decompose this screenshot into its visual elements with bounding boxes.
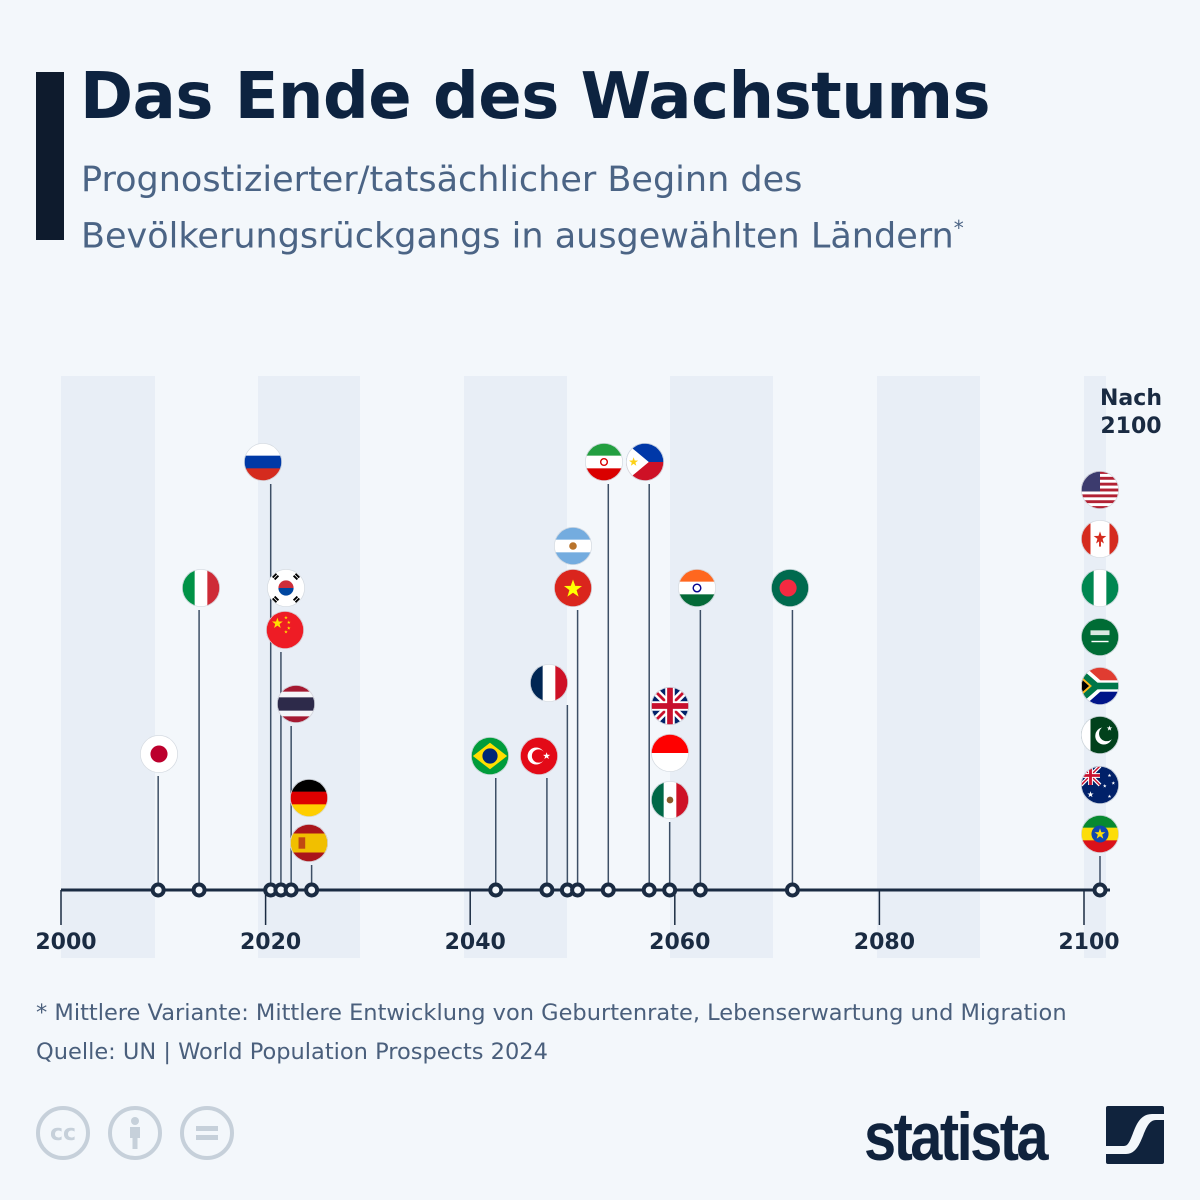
- flag-ethiopia-icon: [1080, 814, 1120, 854]
- timeline-point: [784, 882, 800, 898]
- flag-germany-icon: [289, 778, 329, 818]
- flag-italy-icon: [181, 568, 221, 608]
- cc-icon[interactable]: cc: [36, 1106, 90, 1160]
- flag-indonesia-icon: [650, 733, 690, 773]
- flag-iran-icon: [584, 442, 624, 482]
- flag-nigeria-icon: [1080, 568, 1120, 608]
- person-icon: [130, 1117, 140, 1149]
- after-2100-label: Nach: [1100, 386, 1162, 411]
- statista-logo-icon: [1106, 1106, 1164, 1164]
- flag-south-africa-icon: [1080, 666, 1120, 706]
- flag-mexico-icon: [650, 780, 690, 820]
- flag-brazil-icon: [470, 736, 510, 776]
- cc-icon-text: cc: [49, 1120, 77, 1146]
- flag-russia-icon: [243, 442, 283, 482]
- x-tick-label: 2100: [1058, 930, 1119, 955]
- flag-saudi-arabia-icon: [1080, 617, 1120, 657]
- title-accent-bar: [36, 72, 64, 240]
- subtitle: Prognostizierter/tatsächlicher Beginn de…: [81, 156, 964, 261]
- timeline-point: [488, 882, 504, 898]
- timeline-point: [1092, 882, 1108, 898]
- flag-japan-icon: [139, 734, 179, 774]
- flag-thailand-icon: [276, 684, 316, 724]
- timeline-point: [600, 882, 616, 898]
- timeline-point: [662, 882, 678, 898]
- x-tick-label: 2080: [854, 930, 915, 955]
- x-tick-label: 2000: [35, 930, 96, 955]
- background-band: [1084, 376, 1106, 958]
- timeline-point: [283, 882, 299, 898]
- flag-turkey-icon: [519, 736, 559, 776]
- flag-argentina-icon: [553, 526, 593, 566]
- timeline-point: [150, 882, 166, 898]
- page-title: Das Ende des Wachstums: [80, 60, 991, 134]
- background-band: [877, 376, 980, 958]
- flag-france-icon: [529, 663, 569, 703]
- x-tick-label: 2060: [649, 930, 710, 955]
- flag-south-korea-icon: [266, 568, 306, 608]
- timeline-point: [191, 882, 207, 898]
- x-tick-label: 2020: [240, 930, 301, 955]
- flag-philippines-icon: [625, 442, 665, 482]
- subtitle-footnote-marker: *: [953, 216, 964, 240]
- background-band: [670, 376, 773, 958]
- timeline-point: [641, 882, 657, 898]
- flag-india-icon: [677, 568, 717, 608]
- after-2100-label: 2100: [1100, 414, 1161, 439]
- subtitle-line-1: Prognostizierter/tatsächlicher Beginn de…: [81, 160, 803, 200]
- no-derivatives-icon[interactable]: [180, 1106, 234, 1160]
- x-tick-label: 2040: [445, 930, 506, 955]
- flag-bangladesh-icon: [770, 568, 810, 608]
- background-band: [61, 376, 155, 958]
- flag-canada-icon: [1080, 519, 1120, 559]
- flag-australia-icon: [1080, 765, 1120, 805]
- timeline-point: [539, 882, 555, 898]
- flag-united-kingdom-icon: [650, 686, 690, 726]
- source: Quelle: UN | World Population Prospects …: [36, 1039, 548, 1065]
- flag-spain-icon: [289, 823, 329, 863]
- equals-icon: [196, 1126, 218, 1140]
- footnote: * Mittlere Variante: Mittlere Entwicklun…: [36, 1000, 1067, 1026]
- timeline-point: [570, 882, 586, 898]
- flag-pakistan-icon: [1080, 715, 1120, 755]
- timeline-chart: 2000 2020 2040 2060 2080 2100 Nach 2100: [35, 376, 1162, 958]
- flag-usa-icon: [1080, 470, 1120, 510]
- timeline-point: [692, 882, 708, 898]
- statista-logo[interactable]: statista: [864, 1099, 1049, 1175]
- timeline-point: [304, 882, 320, 898]
- flag-china-icon: [265, 610, 305, 650]
- subtitle-line-2: Bevölkerungsrückgangs in ausgewählten Lä…: [81, 216, 954, 257]
- attribution-icon[interactable]: [108, 1106, 162, 1160]
- flag-vietnam-icon: [553, 568, 593, 608]
